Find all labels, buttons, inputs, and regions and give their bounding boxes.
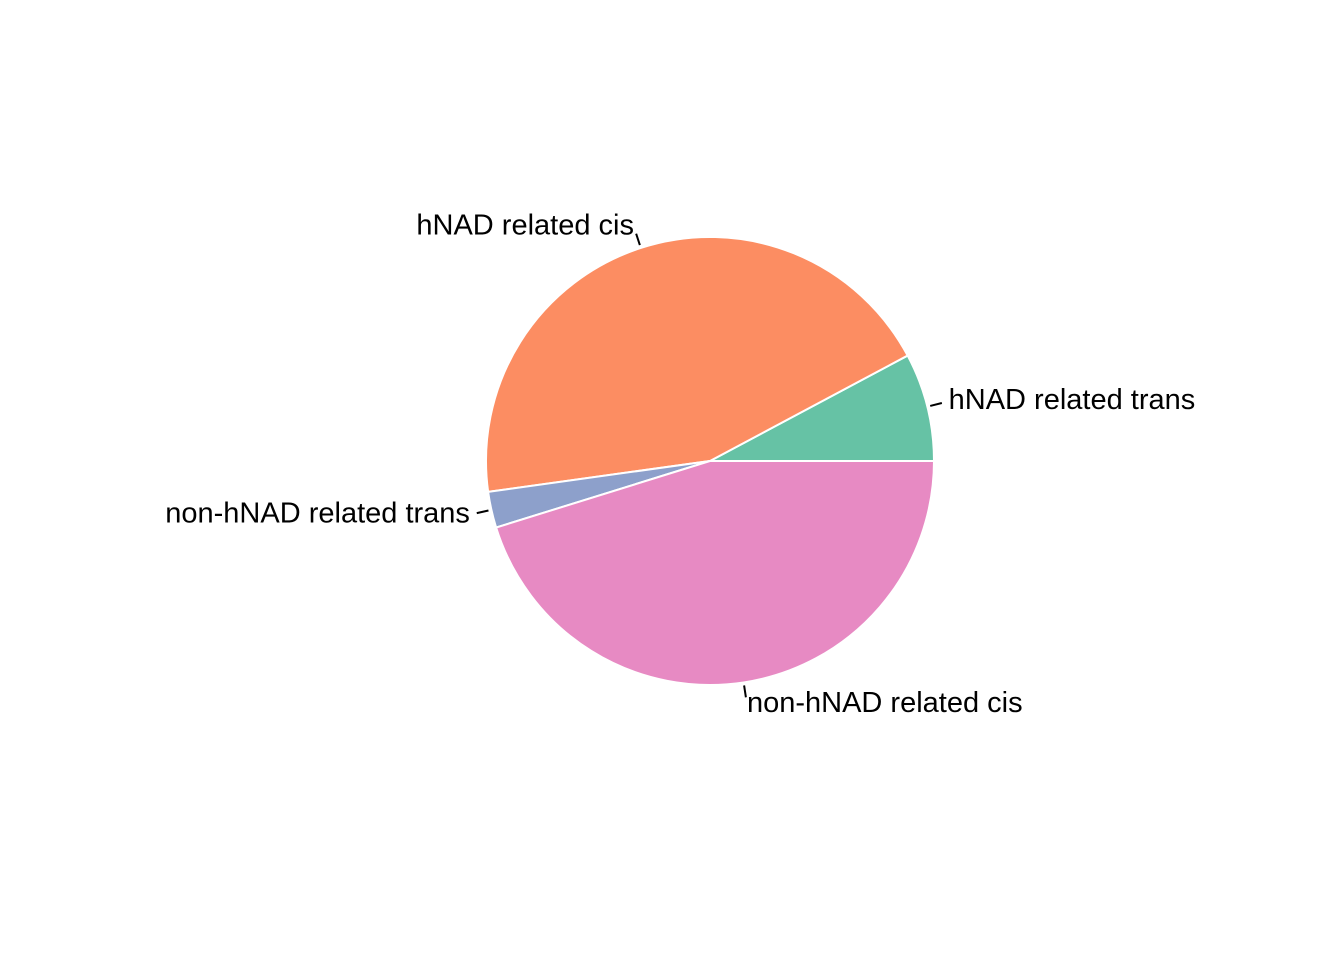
label-tick bbox=[635, 233, 641, 246]
pie-slice bbox=[709, 354, 936, 462]
label-tick bbox=[743, 685, 747, 698]
pie-slice bbox=[485, 236, 909, 493]
slice-label: non-hNAD related cis bbox=[747, 687, 1023, 719]
label-tick bbox=[929, 402, 943, 407]
slice-label: hNAD related cis bbox=[416, 210, 634, 242]
slice-label: hNAD related trans bbox=[949, 384, 1196, 416]
pie-slice bbox=[494, 460, 936, 686]
slice-label: non-hNAD related trans bbox=[165, 497, 470, 529]
label-tick bbox=[476, 509, 489, 515]
